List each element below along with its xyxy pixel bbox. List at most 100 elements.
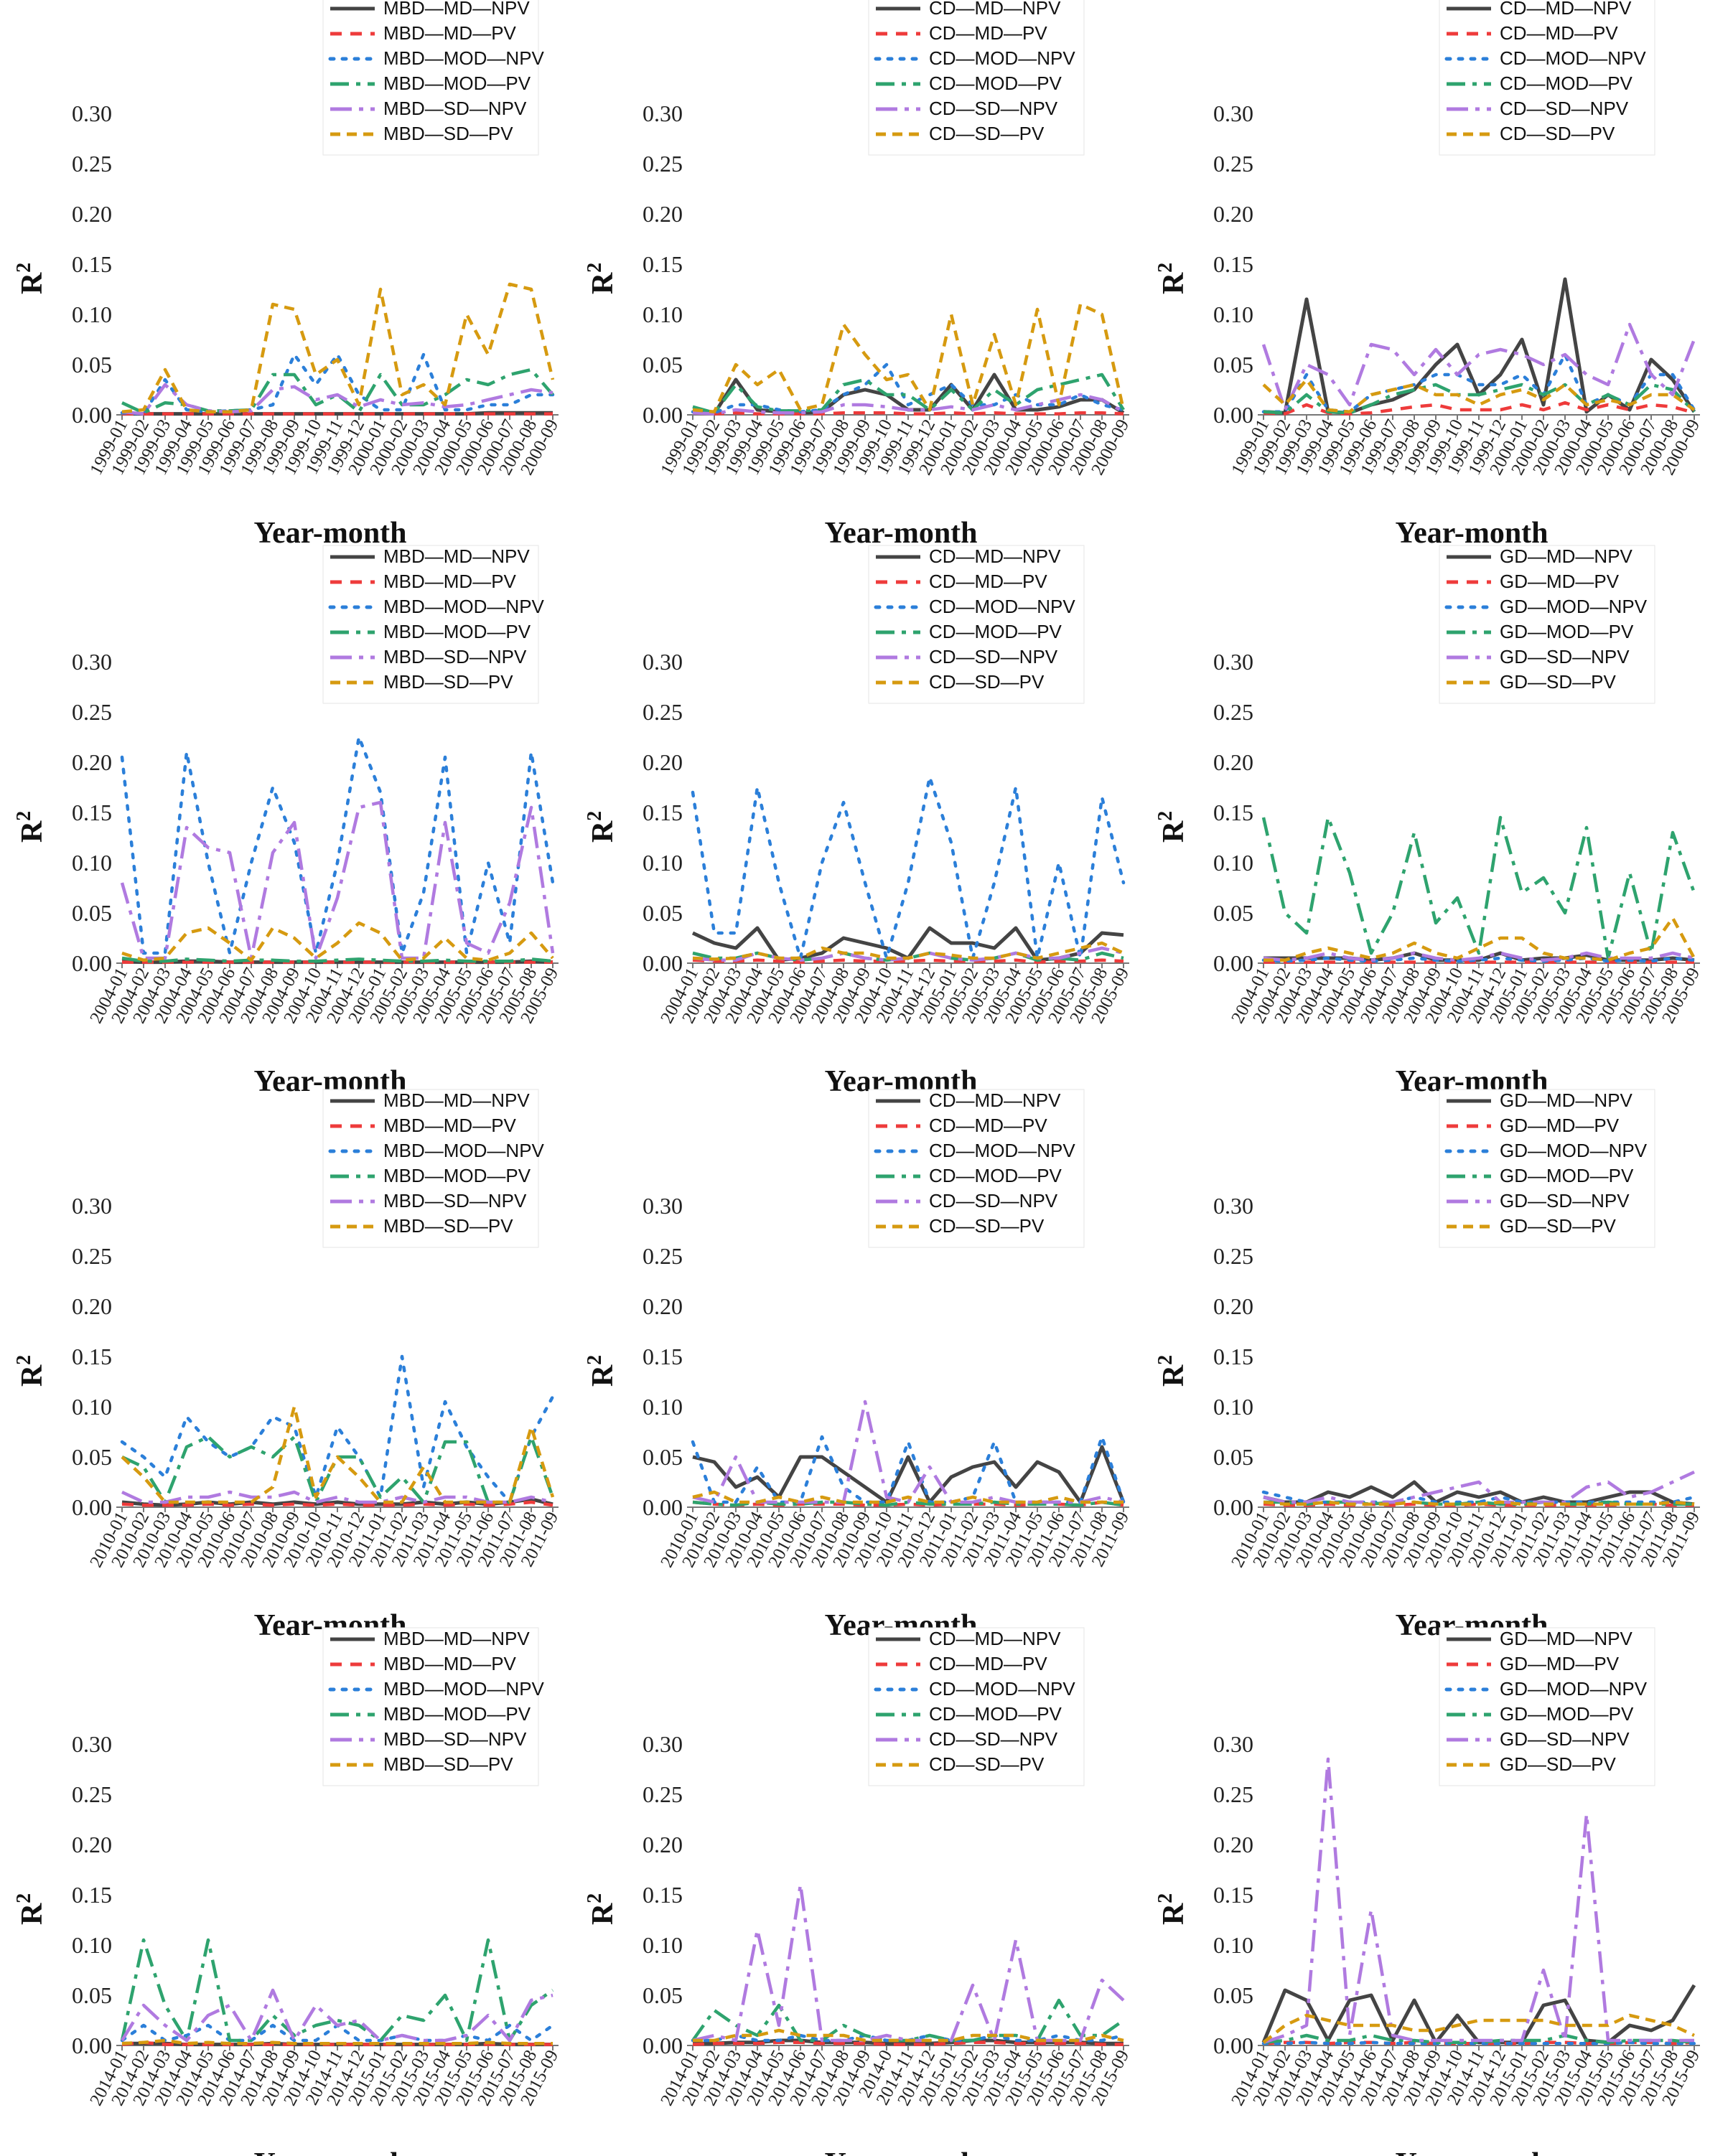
y-tick-label: 0.30 <box>643 100 683 126</box>
x-axis-title: Year-month <box>824 517 977 550</box>
series-line-sd-pv <box>121 1405 555 1504</box>
legend-label: CD—MD—PV <box>929 1653 1047 1674</box>
y-axis-title-superscript: 2 <box>1154 1893 1177 1903</box>
y-tick-label: 0.20 <box>643 1832 683 1857</box>
y-tick-label: 0.05 <box>643 1444 683 1470</box>
y-tick-label: 0.10 <box>72 850 112 876</box>
y-tick-label: 0.00 <box>1213 950 1253 976</box>
legend-label: GD—MOD—NPV <box>1500 1678 1648 1700</box>
y-tick-label: 0.30 <box>1213 649 1253 675</box>
y-tick-label: 0.20 <box>643 201 683 227</box>
y-axis-title-text: R <box>1157 1903 1190 1925</box>
x-axis-title: Year-month <box>253 2147 406 2156</box>
y-axis-title-superscript: 2 <box>584 1355 606 1365</box>
series-line-mod-npv <box>120 1354 555 1504</box>
series-line-md-npv <box>691 926 1124 962</box>
y-tick-label: 0.15 <box>72 1882 112 1908</box>
y-axis-title-text: R <box>16 1903 49 1925</box>
y-tick-label: 0.30 <box>643 649 683 675</box>
y-tick-label: 0.10 <box>1213 1394 1253 1420</box>
y-tick-label: 0.05 <box>643 900 683 926</box>
y-tick-label: 0.00 <box>1213 402 1253 428</box>
legend-label: GD—MOD—PV <box>1500 1165 1634 1186</box>
legend-label: MBD—SD—PV <box>383 1753 513 1775</box>
series-line-mod-pv <box>1261 815 1696 960</box>
y-tick-label: 0.05 <box>1213 1444 1253 1470</box>
y-tick-label: 0.30 <box>643 1731 683 1757</box>
y-tick-label: 0.15 <box>1213 1882 1253 1908</box>
legend-label: MBD—MOD—NPV <box>383 1678 545 1700</box>
x-axis-title: Year-month <box>253 517 406 550</box>
series-line-mod-pv <box>121 956 553 963</box>
chart-panel-1: 0.000.050.100.150.200.250.30R21999-01199… <box>13 0 562 550</box>
legend-label: MBD—MD—PV <box>383 1115 517 1136</box>
legend-box <box>868 545 1085 704</box>
y-tick-label: 0.05 <box>1213 352 1253 378</box>
y-tick-label: 0.00 <box>643 1494 683 1520</box>
legend-label: MBD—SD—PV <box>383 671 513 693</box>
legend-label: MBD—MOD—PV <box>383 621 531 642</box>
legend-label: CD—MOD—PV <box>929 1703 1062 1725</box>
legend-box <box>322 1089 539 1248</box>
y-tick-label: 0.25 <box>1213 1243 1253 1269</box>
series-line-sd-npv <box>1263 1757 1694 2044</box>
legend-label: CD—SD—NPV <box>929 1190 1058 1211</box>
legend-label: MBD—SD—PV <box>383 1215 513 1237</box>
y-axis-title: R2 <box>13 263 49 294</box>
legend-label: MBD—MOD—PV <box>383 72 531 94</box>
series-line-sd-npv <box>1263 951 1695 962</box>
legend-box <box>868 0 1085 156</box>
y-tick-label: 0.10 <box>1213 301 1253 327</box>
y-tick-label: 0.05 <box>72 900 112 926</box>
series-line-sd-npv <box>121 1988 553 2043</box>
y-tick-label: 0.05 <box>1213 1982 1253 2008</box>
series-line-mod-npv <box>691 775 1126 960</box>
legend-label: CD—MOD—PV <box>1500 72 1633 94</box>
y-tick-label: 0.00 <box>1213 2033 1253 2058</box>
legend-label: GD—SD—NPV <box>1500 646 1630 667</box>
series-line-sd-npv <box>121 383 553 416</box>
legend-label: MBD—MOD—NPV <box>383 1140 545 1161</box>
y-tick-label: 0.00 <box>643 950 683 976</box>
y-tick-label: 0.15 <box>1213 1344 1253 1369</box>
y-tick-label: 0.15 <box>1213 800 1253 825</box>
y-tick-label: 0.00 <box>643 2033 683 2058</box>
y-axis-title-text: R <box>16 1364 49 1387</box>
legend-box <box>322 1627 539 1786</box>
y-tick-label: 0.20 <box>72 1293 112 1319</box>
y-axis-title-text: R <box>587 1364 620 1387</box>
y-axis-title: R2 <box>584 263 620 294</box>
series-line-sd-npv <box>1261 322 1696 412</box>
y-tick-label: 0.25 <box>643 1781 683 1807</box>
y-tick-label: 0.05 <box>1213 900 1253 926</box>
y-axis-title-text: R <box>587 1903 620 1925</box>
y-tick-label: 0.00 <box>72 2033 112 2058</box>
y-axis-title: R2 <box>1154 263 1190 294</box>
y-tick-label: 0.15 <box>643 800 683 825</box>
series-line-mod-npv <box>120 735 555 955</box>
y-tick-label: 0.10 <box>643 1394 683 1420</box>
legend-label: CD—MOD—PV <box>929 72 1062 94</box>
legend-label: CD—SD—NPV <box>929 98 1058 119</box>
legend-label: MBD—MD—NPV <box>383 0 530 19</box>
legend-label: CD—MOD—NPV <box>1500 47 1646 69</box>
y-axis-title: R2 <box>1154 811 1190 843</box>
y-axis-title-text: R <box>587 272 620 294</box>
y-axis-title-superscript: 2 <box>13 263 35 273</box>
y-axis-title-text: R <box>1157 1364 1190 1387</box>
y-tick-label: 0.00 <box>72 1494 112 1520</box>
legend-box <box>1439 0 1655 156</box>
legend-label: GD—MD—NPV <box>1500 545 1633 567</box>
legend-label: GD—MOD—NPV <box>1500 1140 1648 1161</box>
chart-panel-9: 0.000.050.100.150.200.250.30R22010-01201… <box>1154 1089 1704 1642</box>
legend-label: GD—SD—PV <box>1500 671 1616 693</box>
legend-label: CD—MD—NPV <box>929 545 1061 567</box>
legend-label: CD—MD—NPV <box>1500 0 1632 19</box>
y-tick-label: 0.05 <box>72 1982 112 2008</box>
legend-box <box>322 0 539 156</box>
legend-label: GD—SD—PV <box>1500 1753 1616 1775</box>
legend-label: CD—MD—PV <box>929 571 1047 592</box>
y-tick-label: 0.25 <box>643 699 683 725</box>
y-tick-label: 0.20 <box>1213 1832 1253 1857</box>
